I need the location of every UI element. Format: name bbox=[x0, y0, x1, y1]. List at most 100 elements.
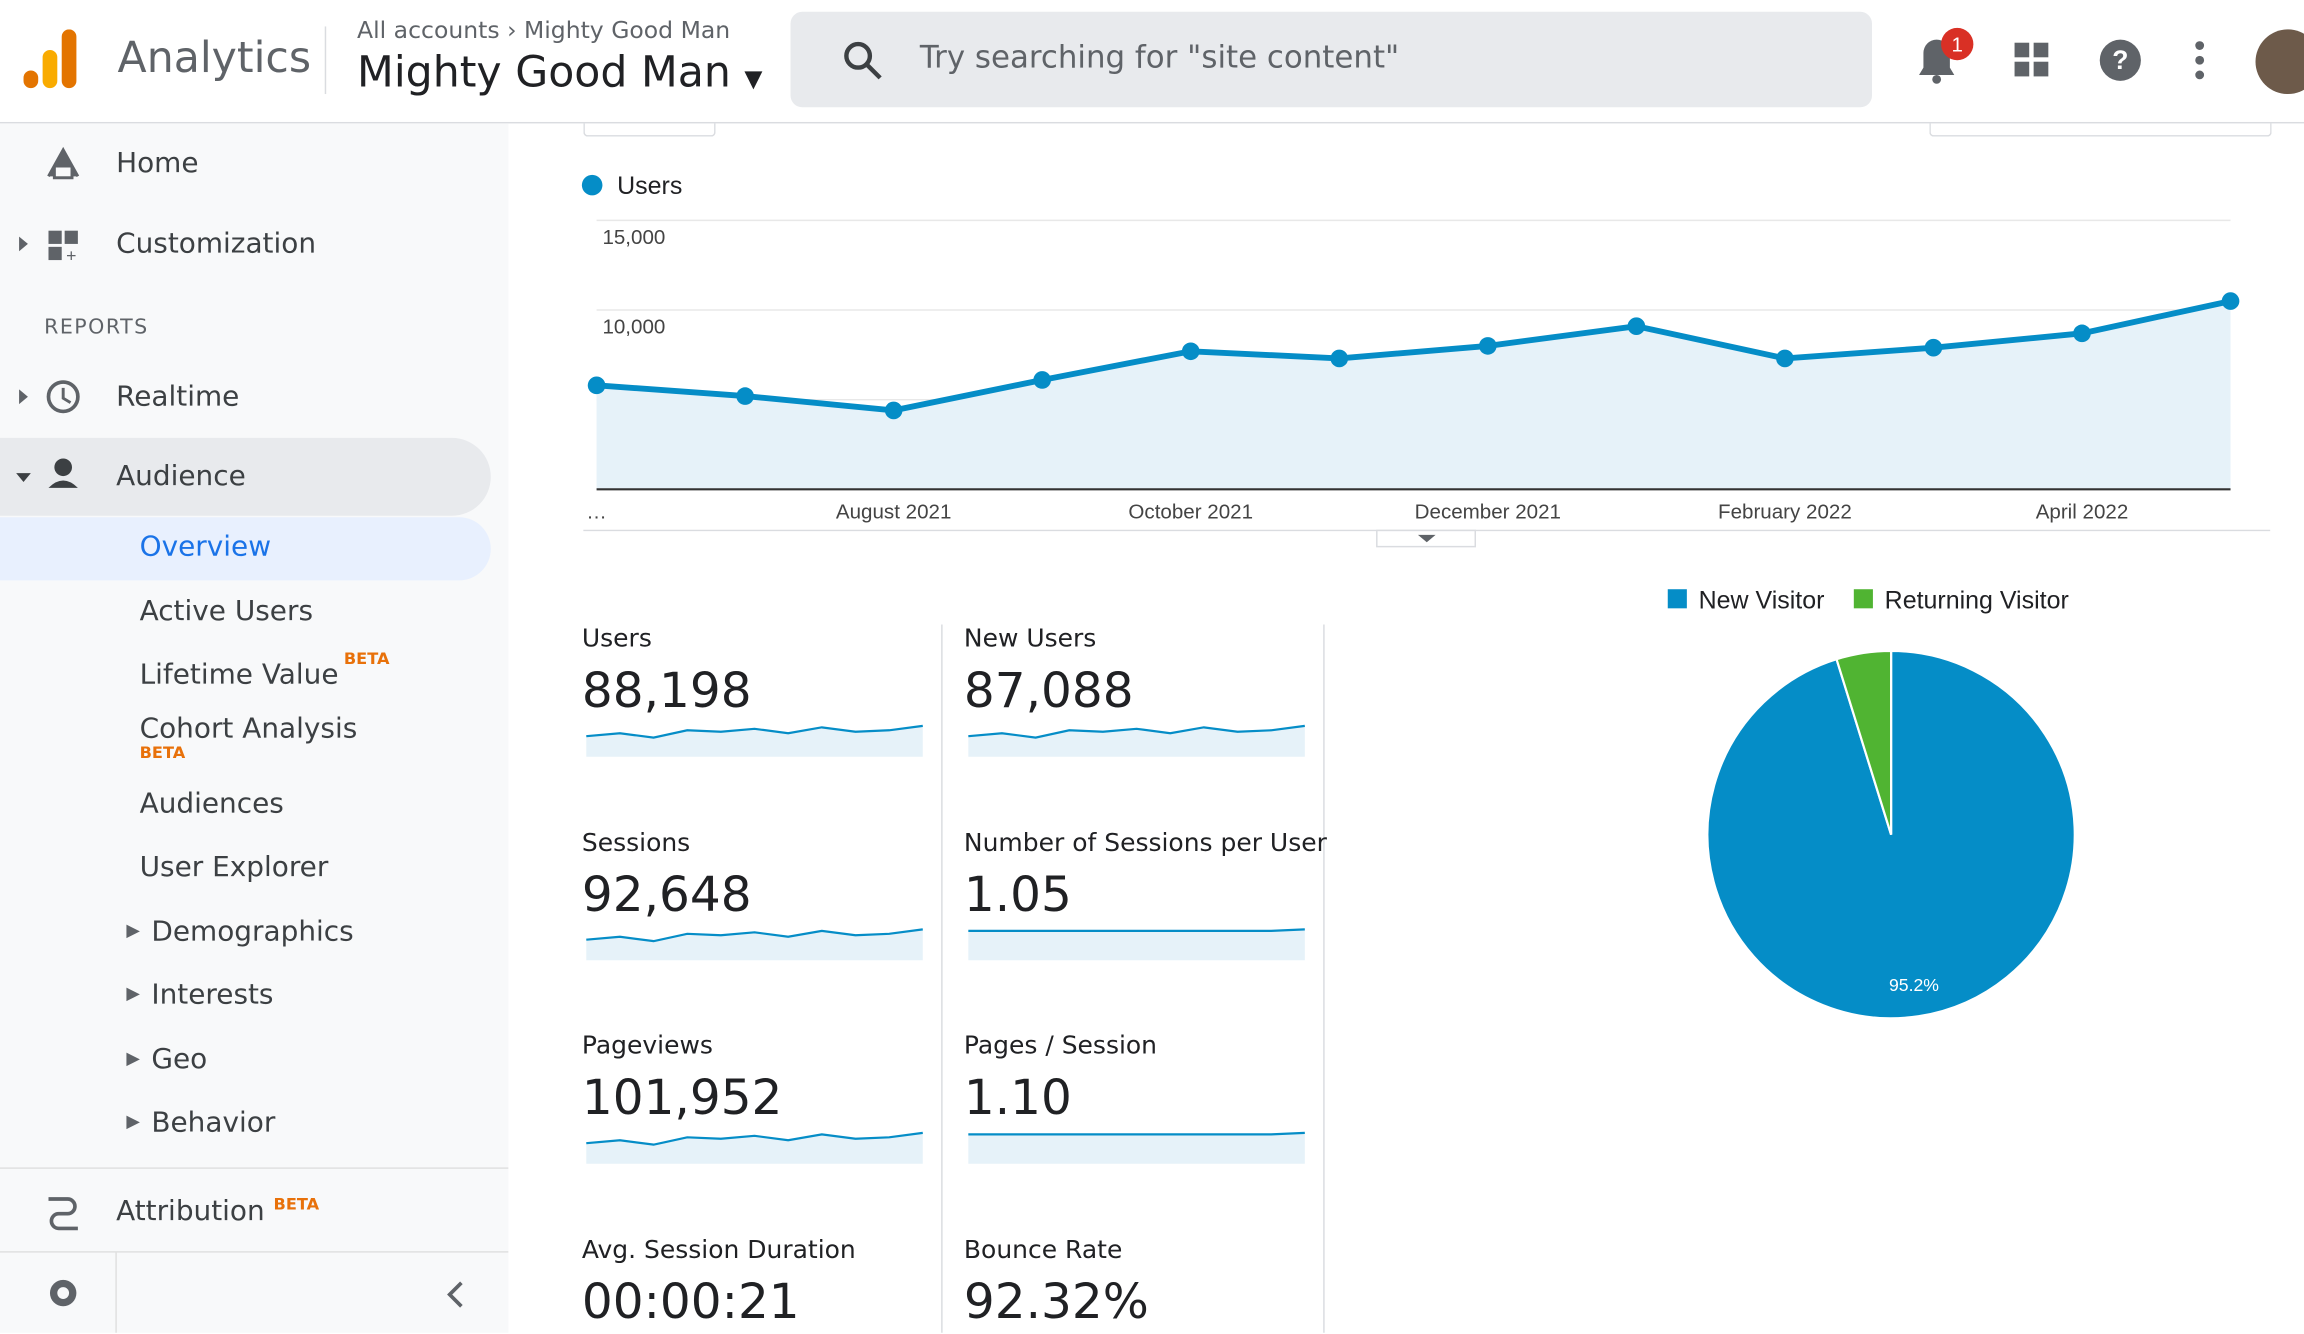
metric-label: Pages / Session bbox=[963, 1031, 1158, 1061]
point bbox=[2221, 292, 2240, 310]
metric-label: Number of Sessions per User bbox=[963, 828, 1327, 858]
x-tick-label: April 2022 bbox=[2036, 501, 2129, 524]
beta-badge: BETA bbox=[343, 649, 390, 669]
expand-caret: ▶ bbox=[126, 983, 140, 1004]
legend-label: Users bbox=[617, 172, 682, 200]
metric-value: 00:00:21 bbox=[581, 1271, 800, 1330]
metric-label: Users bbox=[581, 624, 652, 654]
legend-label: Returning Visitor bbox=[1885, 586, 2069, 614]
svg-text:+: + bbox=[66, 246, 76, 266]
legend-marker bbox=[581, 174, 603, 196]
section-heading: REPORTS bbox=[44, 315, 149, 340]
nav-home[interactable]: Home bbox=[116, 146, 199, 180]
point bbox=[1033, 371, 1052, 389]
y-tick-label: 15,000 bbox=[602, 226, 665, 249]
x-tick-label: February 2022 bbox=[1718, 501, 1852, 524]
expand-caret: ▶ bbox=[126, 919, 140, 941]
nav-item[interactable]: Lifetime Value bbox=[139, 658, 339, 691]
nav-item[interactable]: Overview bbox=[139, 530, 272, 563]
breadcrumb-root[interactable]: All accounts bbox=[357, 16, 500, 45]
expand-caret: ▶ bbox=[126, 1047, 140, 1069]
sparkline-area bbox=[968, 725, 1305, 757]
search-icon bbox=[844, 41, 882, 80]
x-tick-label: December 2021 bbox=[1415, 501, 1561, 524]
metric-value: 1.10 bbox=[963, 1068, 1072, 1126]
caret: ▼ bbox=[744, 64, 763, 93]
help[interactable]: ? bbox=[2098, 38, 2142, 82]
sparkline bbox=[586, 928, 923, 943]
nav-item[interactable]: User Explorer bbox=[139, 850, 329, 884]
divider bbox=[324, 26, 327, 95]
legend-marker bbox=[1667, 589, 1687, 609]
point bbox=[1330, 349, 1349, 368]
active-item bbox=[0, 517, 491, 581]
nav-label[interactable]: Attribution bbox=[116, 1195, 265, 1228]
pie-slice bbox=[1835, 649, 1893, 835]
notifications[interactable]: 1 bbox=[1910, 26, 1983, 85]
point bbox=[1479, 337, 1497, 355]
point bbox=[2073, 324, 2091, 343]
nav-realtime[interactable]: Realtime bbox=[116, 380, 240, 413]
x-tick-label: October 2021 bbox=[1128, 501, 1253, 524]
nav-icons: + bbox=[0, 146, 509, 1333]
sparkline-area bbox=[968, 929, 1305, 961]
top-bar: Analytics All accounts › Mighty Good Man… bbox=[0, 0, 2304, 124]
sparkline bbox=[968, 1131, 1305, 1136]
point bbox=[1627, 317, 1646, 335]
nav-item[interactable]: Interests bbox=[151, 978, 274, 1011]
expand-caret: ▶ bbox=[126, 1110, 140, 1132]
logo bbox=[23, 29, 77, 89]
nav-customization[interactable]: Customization bbox=[116, 227, 317, 261]
search-placeholder: Try searching for "site content" bbox=[919, 39, 1400, 75]
point bbox=[736, 387, 754, 405]
nav-attribution[interactable]: Attribution BETA bbox=[116, 1195, 319, 1228]
point bbox=[1181, 342, 1200, 361]
point bbox=[884, 401, 903, 420]
breadcrumb[interactable]: All accounts › Mighty Good Man bbox=[357, 16, 731, 45]
control-buttons[interactable] bbox=[1929, 123, 2272, 137]
beta-badge: BETA bbox=[273, 1194, 320, 1214]
sparkline bbox=[968, 724, 1305, 739]
control-button[interactable] bbox=[583, 123, 716, 137]
avatar[interactable] bbox=[2255, 29, 2304, 95]
area bbox=[596, 301, 2231, 490]
more[interactable] bbox=[2189, 41, 2210, 80]
nav-audience[interactable]: Audience bbox=[116, 459, 246, 493]
metric-value: 88,198 bbox=[581, 661, 752, 719]
sparkline-area bbox=[586, 725, 923, 757]
pie-slice bbox=[1706, 649, 2076, 1020]
metric-value: 92,648 bbox=[581, 864, 752, 923]
metric-label: Avg. Session Duration bbox=[581, 1235, 856, 1265]
metric-value: 101,952 bbox=[581, 1068, 783, 1126]
metric-value: 87,088 bbox=[963, 661, 1134, 719]
beta-badge: BETA bbox=[139, 743, 186, 763]
line bbox=[596, 298, 2232, 414]
view-selector[interactable]: Mighty Good Man ▼ bbox=[357, 47, 762, 97]
breadcrumb-account[interactable]: Mighty Good Man bbox=[523, 16, 731, 45]
nav-item[interactable]: Behavior bbox=[151, 1106, 276, 1139]
nav-item[interactable]: Geo bbox=[151, 1043, 208, 1076]
metric-label: Bounce Rate bbox=[963, 1235, 1123, 1265]
nav-item[interactable]: Demographics bbox=[151, 915, 354, 948]
sparkline bbox=[968, 928, 1305, 932]
search-box[interactable]: Try searching for "site content" bbox=[790, 11, 1873, 108]
sidebar: + Home Customization REPORTS Realtime Au… bbox=[0, 123, 509, 1333]
view-name[interactable]: Mighty Good Man bbox=[357, 47, 731, 97]
product-name: Analytics bbox=[117, 32, 312, 83]
slice-label: 95.2% bbox=[1889, 975, 1939, 995]
collapse-caret bbox=[1417, 534, 1436, 543]
metric-label: Pageviews bbox=[581, 1031, 713, 1061]
x-tick-label: August 2021 bbox=[836, 501, 951, 524]
nav-item[interactable]: Active Users bbox=[139, 595, 314, 628]
point bbox=[587, 376, 606, 395]
metric-value: 92.32% bbox=[963, 1271, 1149, 1330]
apps[interactable] bbox=[2014, 42, 2050, 78]
nav-item[interactable]: Cohort Analysis bbox=[139, 712, 358, 745]
metric-label: Sessions bbox=[581, 828, 691, 858]
legend-label: New Visitor bbox=[1699, 586, 1825, 614]
sparkline bbox=[586, 1131, 923, 1146]
active-section bbox=[0, 437, 491, 516]
sparkline-area bbox=[968, 1132, 1305, 1164]
nav-item[interactable]: Audiences bbox=[139, 787, 284, 820]
